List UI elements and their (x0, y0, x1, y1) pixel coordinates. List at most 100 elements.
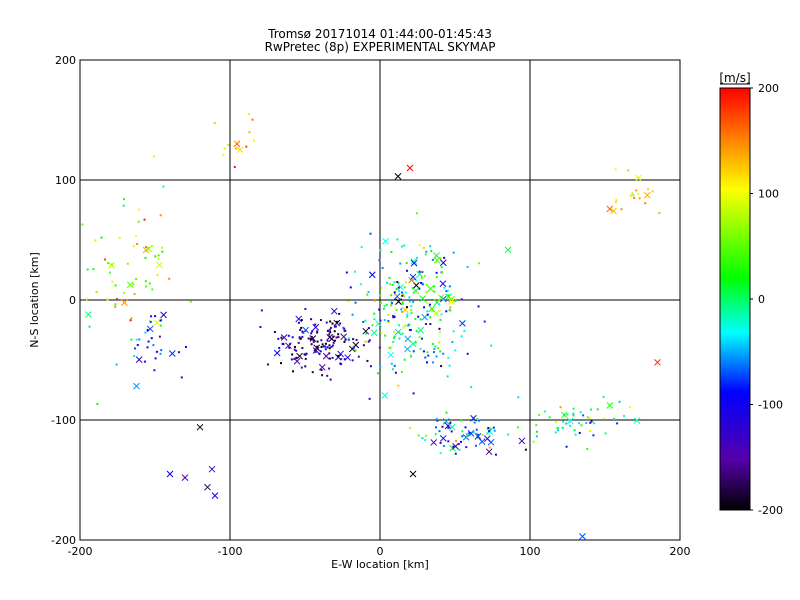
data-point (393, 291, 396, 294)
data-point (447, 356, 450, 359)
data-point (368, 397, 371, 400)
data-point (421, 282, 424, 285)
data-point (321, 374, 324, 377)
data-point-cross (394, 328, 402, 336)
data-point (627, 169, 630, 172)
data-point-cross (483, 435, 491, 443)
data-point (318, 352, 321, 355)
data-point (439, 318, 442, 321)
data-point (299, 337, 302, 340)
data-point (401, 301, 404, 304)
data-point (457, 442, 460, 445)
data-point (324, 348, 327, 351)
data-point (213, 122, 216, 125)
data-point-cross (404, 345, 411, 353)
x-axis-label: E-W location [km] (331, 558, 429, 571)
data-point (432, 361, 435, 364)
data-point (328, 357, 331, 360)
data-point (340, 357, 343, 360)
data-point (561, 426, 564, 429)
data-point (376, 372, 379, 375)
data-point (146, 346, 149, 349)
data-point (443, 256, 446, 259)
data-point-cross (84, 311, 92, 318)
data-point (556, 427, 559, 430)
data-point (407, 324, 410, 327)
data-point (314, 351, 317, 354)
data-point-cross (452, 442, 459, 450)
data-point-cross (395, 298, 402, 306)
data-point (445, 411, 448, 414)
data-point (100, 236, 103, 239)
data-point (393, 281, 396, 284)
data-point (392, 337, 395, 340)
data-point (452, 330, 455, 333)
data-point (333, 339, 336, 342)
data-point (400, 371, 403, 374)
data-point (452, 445, 455, 448)
data-point (447, 440, 450, 443)
data-point (408, 329, 411, 332)
data-point (475, 432, 478, 435)
data-point (387, 321, 390, 324)
data-point (316, 330, 319, 333)
data-point-cross (387, 351, 395, 359)
data-point (466, 352, 469, 355)
data-point (118, 236, 121, 239)
data-point (492, 426, 495, 429)
data-point (454, 299, 457, 302)
data-point (438, 327, 441, 330)
data-point (320, 368, 323, 371)
data-point (92, 268, 95, 271)
data-point (400, 308, 403, 311)
data-point (150, 315, 153, 318)
colorbar-tick-label: 100 (758, 188, 779, 201)
data-point-cross (312, 323, 320, 331)
data-point (278, 346, 281, 349)
data-point (452, 251, 455, 254)
data-point (406, 269, 409, 272)
data-point (438, 303, 441, 306)
data-point (326, 374, 329, 377)
data-point (604, 432, 607, 435)
data-point (394, 371, 397, 374)
data-point (359, 283, 362, 286)
data-point (151, 288, 154, 291)
data-point-cross (121, 299, 128, 306)
data-point (442, 352, 445, 355)
data-point (632, 194, 635, 197)
data-point (431, 309, 434, 312)
data-point (288, 343, 291, 346)
data-point (154, 255, 157, 258)
data-point (572, 414, 575, 417)
data-point (304, 353, 307, 356)
data-point (435, 260, 438, 263)
data-point (408, 426, 411, 429)
data-point (85, 298, 88, 301)
data-point (439, 452, 442, 455)
data-point (437, 347, 440, 350)
data-point (343, 340, 346, 343)
data-point (320, 345, 323, 348)
data-point (367, 290, 370, 293)
data-point (114, 284, 117, 287)
data-point (438, 309, 441, 312)
data-point (424, 356, 427, 359)
data-point (631, 192, 634, 195)
data-point-cross (362, 327, 370, 335)
grid-lines (80, 60, 680, 540)
data-point (126, 262, 129, 265)
data-point (476, 418, 479, 421)
data-point (329, 331, 332, 334)
data-point (415, 257, 418, 260)
data-point (488, 430, 491, 433)
data-point (130, 317, 133, 320)
data-point (115, 363, 118, 366)
data-point (328, 367, 331, 370)
data-point (345, 271, 348, 274)
data-point (343, 327, 346, 330)
data-point (136, 344, 139, 347)
data-point (397, 324, 400, 327)
data-point (447, 294, 450, 297)
